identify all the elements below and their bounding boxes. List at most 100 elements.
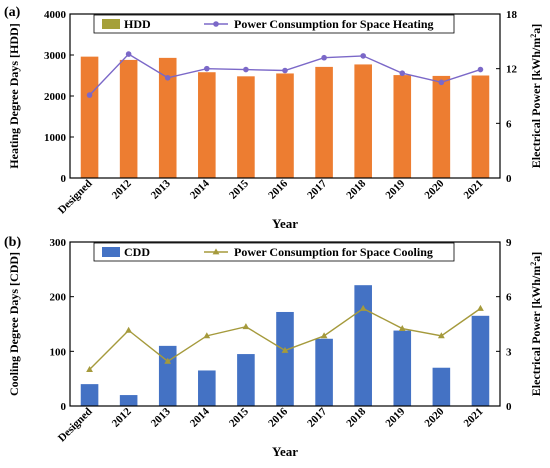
y-tick-label: 1000 xyxy=(44,132,67,144)
y2-tick-label: 0 xyxy=(506,173,512,185)
bar-2014 xyxy=(198,370,216,406)
bar-2013 xyxy=(158,345,177,406)
x-tick-label: 2017 xyxy=(305,405,329,429)
point-2021 xyxy=(477,304,484,311)
point-2016 xyxy=(282,67,288,74)
legend-label-line: Power Consumption for Space Heating xyxy=(234,17,434,31)
bar-2019 xyxy=(393,330,412,406)
x-tick-label: 2021 xyxy=(462,178,486,202)
legend-swatch-bar xyxy=(102,247,120,257)
point-2012 xyxy=(125,51,132,57)
y-tick-label: 300 xyxy=(50,237,67,249)
legend: CDD Power Consumption for Space Cooling xyxy=(93,242,455,262)
x-tick-label: 2014 xyxy=(188,405,212,429)
bar-2016 xyxy=(276,311,294,406)
point-Designed xyxy=(86,365,93,372)
point-2017 xyxy=(321,54,327,61)
panel-label: (b) xyxy=(4,235,21,250)
x-tick-label: 2015 xyxy=(227,405,251,429)
bar-Designed xyxy=(80,384,99,406)
y2-tick-label: 3 xyxy=(506,346,512,358)
x-tick-label: 2019 xyxy=(383,405,407,429)
legend: HDD Power Consumption for Space Heating xyxy=(93,14,455,34)
bar-2016 xyxy=(276,73,294,178)
y-tick-label: 2000 xyxy=(44,91,67,103)
y-tick-label: 0 xyxy=(61,173,67,185)
x-tick-label: 2013 xyxy=(149,405,173,429)
bar-2021 xyxy=(471,315,490,406)
point-2021 xyxy=(477,66,484,73)
y2-tick-label: 18 xyxy=(506,9,518,21)
point-2020 xyxy=(438,79,445,86)
x-tick-label: 2020 xyxy=(422,177,446,201)
panel-label: (a) xyxy=(4,5,21,20)
point-2016 xyxy=(281,346,289,353)
x-tick-label: 2012 xyxy=(110,405,134,429)
bar-2017 xyxy=(315,338,333,406)
legend-label-bar: CDD xyxy=(124,245,150,259)
point-2013 xyxy=(164,74,171,81)
y-tick-label: 3000 xyxy=(44,50,67,62)
y-tick-label: 4000 xyxy=(44,9,67,21)
legend-box xyxy=(93,14,455,34)
y-tick-label: 100 xyxy=(50,346,67,358)
x-tick-label: 2012 xyxy=(110,177,134,201)
y2-tick-label: 6 xyxy=(506,292,512,304)
x-tick-label: 2019 xyxy=(383,177,407,201)
point-2019 xyxy=(399,70,406,77)
point-2014 xyxy=(203,332,211,339)
legend-marker xyxy=(213,21,219,27)
y-axis-title: Cooling Degree Days [CDD] xyxy=(7,252,21,396)
y-tick-label: 200 xyxy=(50,292,67,304)
bar-2015 xyxy=(237,354,255,406)
x-axis-title: Year xyxy=(272,216,298,231)
x-tick-label: 2018 xyxy=(344,405,368,429)
y2-tick-label: 12 xyxy=(506,64,518,76)
bar-2020 xyxy=(432,367,451,406)
point-2018 xyxy=(360,53,366,59)
point-2015 xyxy=(243,66,249,73)
legend-label-bar: HDD xyxy=(124,17,151,31)
legend-label-line: Power Consumption for Space Cooling xyxy=(234,245,433,259)
bar-2013 xyxy=(158,57,177,179)
y2-tick-label: 9 xyxy=(506,237,512,249)
point-2020 xyxy=(437,332,445,339)
bar-2018 xyxy=(354,64,372,178)
point-2014 xyxy=(204,65,210,72)
x-tick-label: 2014 xyxy=(188,177,212,201)
legend-marker xyxy=(212,248,220,255)
point-2019 xyxy=(398,324,406,331)
point-2013 xyxy=(164,357,172,364)
x-tick-label: 2016 xyxy=(266,177,290,201)
x-tick-label: 2021 xyxy=(462,406,486,430)
x-tick-label: 2020 xyxy=(422,405,446,429)
point-2015 xyxy=(242,323,250,330)
x-tick-label: 2017 xyxy=(305,177,329,201)
x-tick-label: 2015 xyxy=(227,177,251,201)
bar-2020 xyxy=(432,75,451,178)
bar-2021 xyxy=(471,75,490,178)
point-Designed xyxy=(86,92,93,98)
x-tick-label: 2018 xyxy=(344,177,368,201)
legend-swatch-bar xyxy=(102,19,120,29)
y2-axis-title: Electrical Power [kWh/m2a] xyxy=(529,24,543,168)
point-2018 xyxy=(359,304,367,311)
bar-2012 xyxy=(119,395,138,406)
bar-2018 xyxy=(354,285,372,406)
x-axis-title: Year xyxy=(272,444,298,459)
y2-axis-title: Electrical Power [kWh/m2a] xyxy=(529,252,543,396)
y-tick-label: 0 xyxy=(61,401,67,413)
plot-frame xyxy=(69,241,501,407)
bar-2014 xyxy=(198,72,216,178)
point-2017 xyxy=(320,332,328,339)
y2-tick-label: 6 xyxy=(506,118,512,130)
bar-2015 xyxy=(237,76,255,178)
bar-Designed xyxy=(80,56,99,178)
y2-tick-label: 0 xyxy=(506,401,512,413)
x-tick-label: 2016 xyxy=(266,405,290,429)
x-tick-label: 2013 xyxy=(149,177,173,201)
